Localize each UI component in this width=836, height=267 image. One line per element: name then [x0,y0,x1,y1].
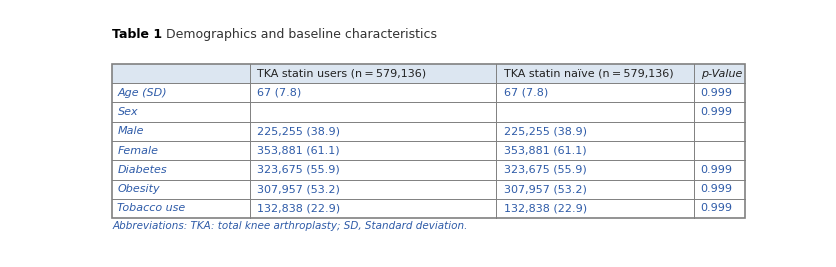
Bar [112,122,745,141]
Text: p-Value: p-Value [701,69,742,78]
Text: 0.999: 0.999 [701,107,732,117]
Bar [112,179,745,199]
Text: TKA statin naïve (n = 579,136): TKA statin naïve (n = 579,136) [503,69,673,78]
Bar [112,160,745,179]
Text: TKA statin users (n = 579,136): TKA statin users (n = 579,136) [257,69,426,78]
Bar [112,83,745,103]
Bar [112,199,745,218]
Text: Tobacco use: Tobacco use [117,203,186,213]
Text: Demographics and baseline characteristics: Demographics and baseline characteristic… [166,28,437,41]
Text: Male: Male [117,126,144,136]
Text: Diabetes: Diabetes [117,165,167,175]
Text: Table 1: Table 1 [112,28,162,41]
Bar [112,103,745,122]
Text: 307,957 (53.2): 307,957 (53.2) [257,184,340,194]
Text: 67 (7.8): 67 (7.8) [503,88,548,98]
Text: 0.999: 0.999 [701,203,732,213]
Text: 132,838 (22.9): 132,838 (22.9) [503,203,587,213]
Text: Age (SD): Age (SD) [117,88,167,98]
Text: Obesity: Obesity [117,184,160,194]
Text: 323,675 (55.9): 323,675 (55.9) [257,165,340,175]
Text: 0.999: 0.999 [701,165,732,175]
Text: 225,255 (38.9): 225,255 (38.9) [257,126,340,136]
Text: Sex: Sex [117,107,138,117]
Text: 67 (7.8): 67 (7.8) [257,88,302,98]
Text: Female: Female [117,146,159,156]
Text: 353,881 (61.1): 353,881 (61.1) [257,146,340,156]
Text: 307,957 (53.2): 307,957 (53.2) [503,184,587,194]
Text: 323,675 (55.9): 323,675 (55.9) [503,165,586,175]
Text: 132,838 (22.9): 132,838 (22.9) [257,203,340,213]
Text: Abbreviations: TKA: total knee arthroplasty; SD, Standard deviation.: Abbreviations: TKA: total knee arthropla… [112,221,467,231]
Text: 0.999: 0.999 [701,184,732,194]
Bar [112,141,745,160]
Text: 225,255 (38.9): 225,255 (38.9) [503,126,587,136]
Bar [112,64,745,83]
Text: 353,881 (61.1): 353,881 (61.1) [503,146,586,156]
Text: 0.999: 0.999 [701,88,732,98]
Bar [112,64,745,218]
